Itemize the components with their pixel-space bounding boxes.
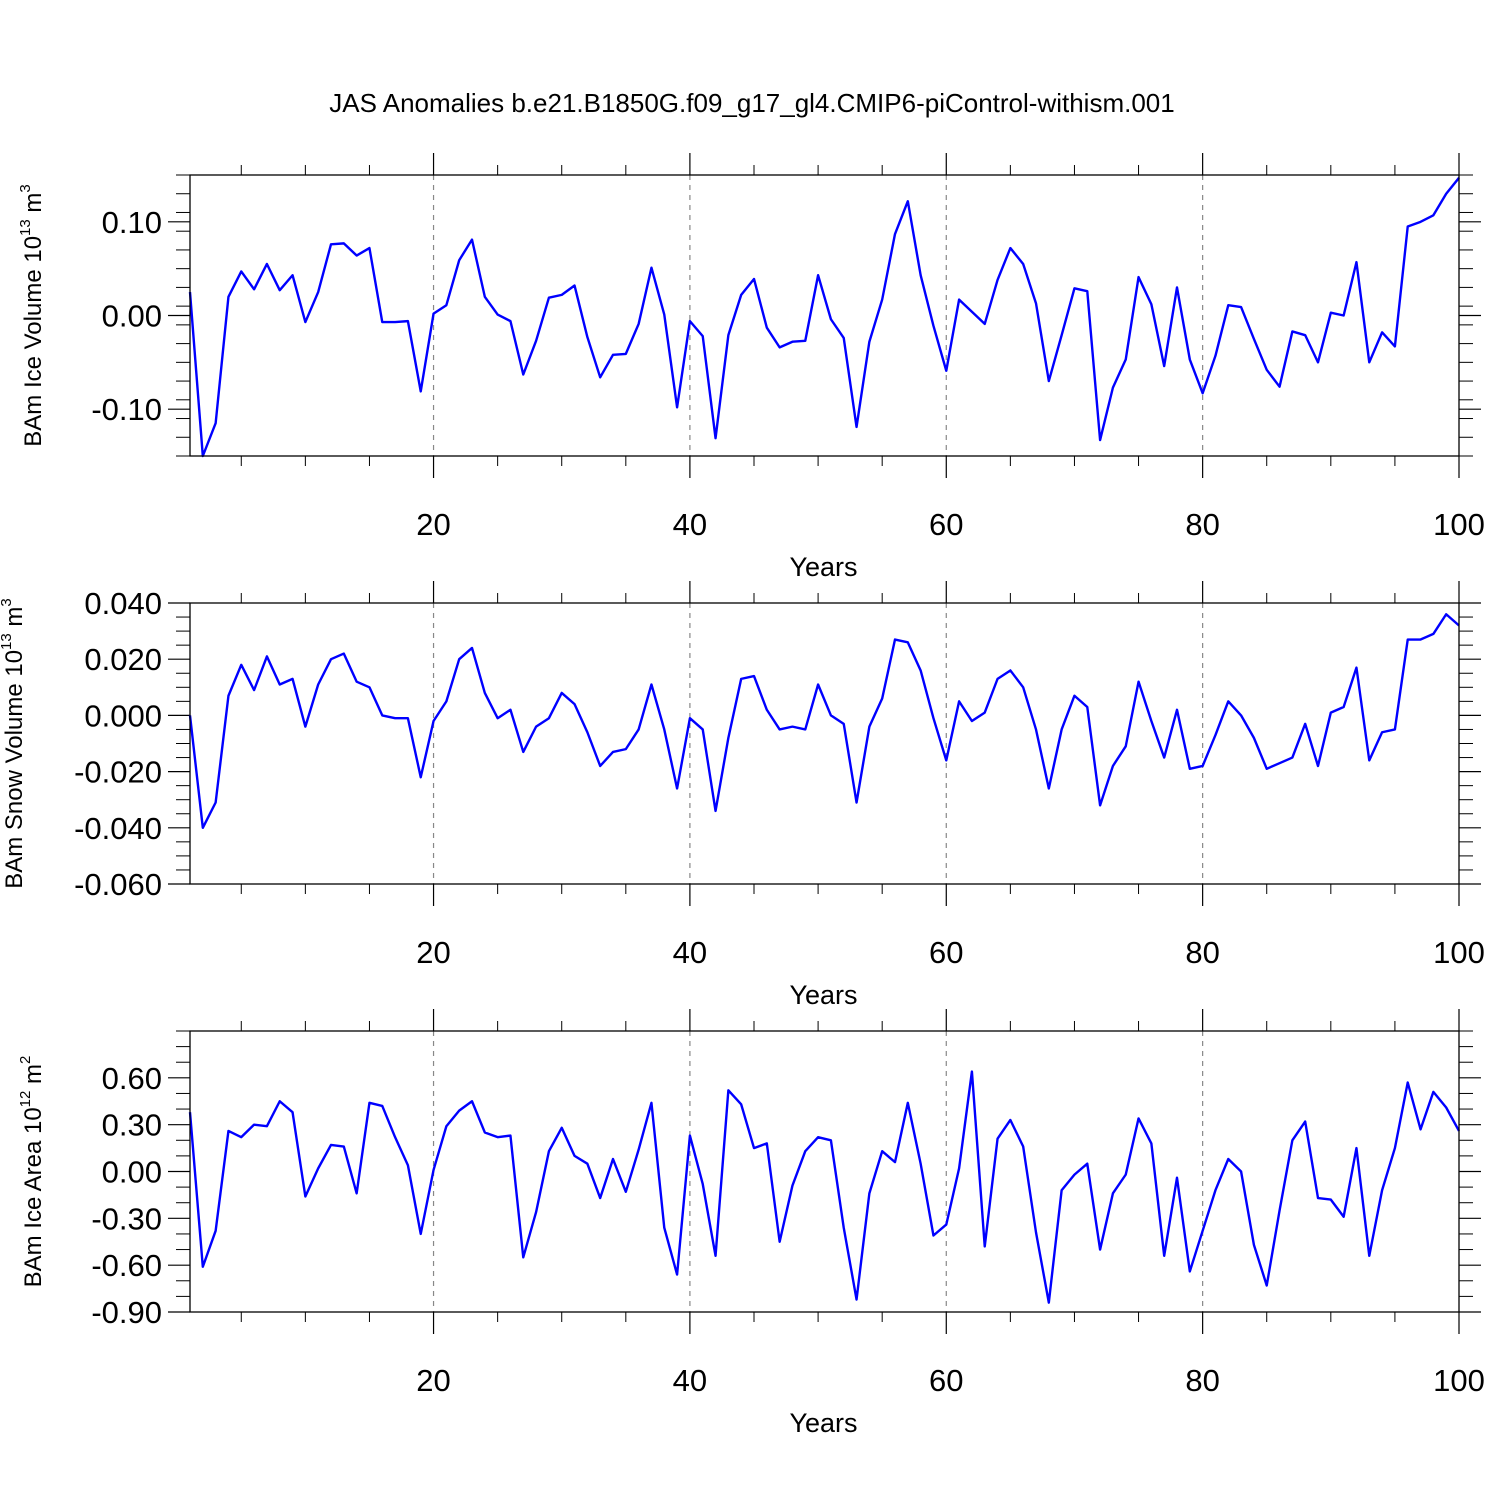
- figure-title: JAS Anomalies b.e21.B1850G.f09_g17_gl4.C…: [329, 88, 1174, 118]
- y-tick-label: -0.020: [74, 755, 162, 790]
- series-line: [188, 177, 1460, 458]
- series-line: [188, 613, 1460, 829]
- x-axis-label: Years: [789, 552, 857, 582]
- x-tick-label: 80: [1185, 1363, 1219, 1398]
- x-tick-label: 20: [416, 507, 450, 542]
- x-tick-label: 20: [416, 1363, 450, 1398]
- plot-frame: [189, 174, 1460, 457]
- x-tick-label: 20: [416, 935, 450, 970]
- y-tick-label: 0.00: [102, 1155, 162, 1190]
- panels: 20 40 60 80 100 -0.10 0.00 0.10 Years BAm Ice Vol…: [0, 153, 1485, 1438]
- panel-1: 20 40 60 80 100 -0.10 0.00 0.10 Years BAm Ice Vol…: [17, 153, 1485, 582]
- plot-frame: [189, 602, 1460, 885]
- x-tick-label: 60: [929, 935, 963, 970]
- y-tick-label: 0.10: [102, 205, 162, 240]
- plot-frame: [189, 1030, 1460, 1313]
- x-tick-label: 80: [1185, 935, 1219, 970]
- x-tick-label: 40: [673, 935, 707, 970]
- y-tick-label: -0.60: [91, 1248, 162, 1283]
- y-tick-label: 0.040: [84, 586, 162, 621]
- panel-2: 20 40 60 80 100 -0.060 -0.040 -0.020 0.000 0.020 0…: [0, 581, 1485, 1010]
- y-tick-label: -0.040: [74, 811, 162, 846]
- x-axis-label: Years: [789, 1408, 857, 1438]
- y-tick-label: 0.00: [102, 299, 162, 334]
- x-tick-label: 100: [1433, 1363, 1485, 1398]
- y-tick-label: 0.30: [102, 1108, 162, 1143]
- x-tick-label: 100: [1433, 507, 1485, 542]
- y-tick-label: -0.30: [91, 1201, 162, 1236]
- y-tick-label: 0.020: [84, 642, 162, 677]
- x-tick-label: 40: [673, 1363, 707, 1398]
- y-tick-label: -0.10: [91, 392, 162, 427]
- y-axis-label: BAm Ice Volume 1013 m3: [17, 184, 47, 446]
- x-tick-label: 100: [1433, 935, 1485, 970]
- y-axis-label: BAm Snow Volume 1013 m3: [0, 598, 28, 889]
- x-tick-label: 60: [929, 507, 963, 542]
- series-line: [188, 1070, 1461, 1304]
- y-axis-label: BAm Ice Area 1012 m2: [17, 1056, 47, 1288]
- y-tick-label: -0.90: [91, 1295, 162, 1330]
- y-tick-label: -0.060: [74, 867, 162, 902]
- x-tick-label: 40: [673, 507, 707, 542]
- y-tick-label: 0.60: [102, 1061, 162, 1096]
- x-axis-label: Years: [789, 980, 857, 1010]
- panel-3: 20 40 60 80 100 -0.90 -0.60 -0.30 0.00 0.30 0.60 Ye…: [17, 1009, 1485, 1438]
- x-tick-label: 60: [929, 1363, 963, 1398]
- y-tick-label: 0.000: [84, 698, 162, 733]
- x-tick-label: 80: [1185, 507, 1219, 542]
